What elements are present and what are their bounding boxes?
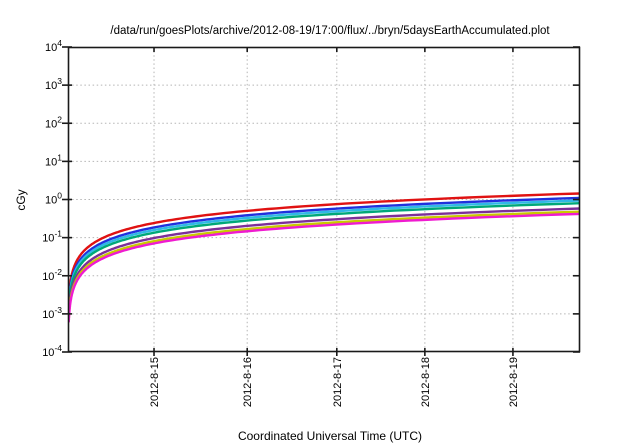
x-tick-label: 2012-8-18 (420, 357, 432, 407)
data-curve-yellow (68, 210, 580, 321)
x-tick-label: 2012-8-17 (332, 357, 344, 407)
data-curves (68, 192, 580, 323)
x-tick-label: 2012-8-16 (242, 357, 254, 407)
axis-ticks (62, 46, 580, 356)
y-tick-label: 10-2 (42, 267, 62, 283)
y-tick-label: 10-3 (42, 305, 62, 321)
x-tick-label: 2012-8-15 (149, 357, 161, 407)
y-tick-label: 10-1 (42, 229, 62, 245)
y-tick-label: 100 (45, 191, 62, 207)
x-axis-label: Coordinated Universal Time (UTC) (238, 429, 422, 443)
y-tick-label: 10-4 (42, 343, 62, 359)
y-axis-label: cGy (14, 189, 28, 210)
chart-title: /data/run/goesPlots/archive/2012-08-19/1… (110, 25, 550, 37)
data-curve-magenta (68, 212, 580, 323)
x-tick-label: 2012-8-19 (508, 357, 520, 407)
y-tick-label: 103 (45, 76, 62, 92)
y-tick-label: 102 (45, 114, 62, 130)
y-tick-label: 104 (45, 38, 62, 54)
y-tick-label: 101 (45, 152, 62, 168)
